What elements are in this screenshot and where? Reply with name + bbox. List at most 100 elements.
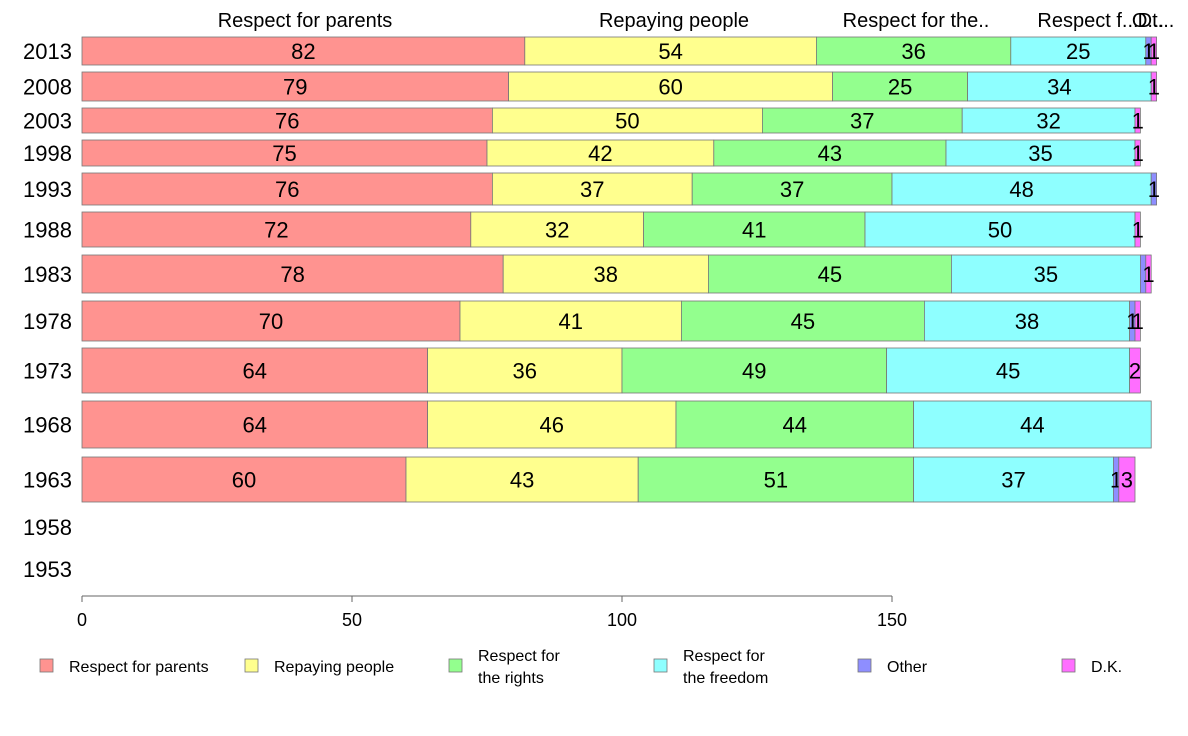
data-label: 42 — [588, 141, 612, 166]
bar-segment — [762, 107, 963, 134]
bar-segment — [643, 211, 866, 248]
data-label: 51 — [764, 468, 788, 493]
data-label: 76 — [275, 177, 299, 202]
bar-segment — [491, 172, 693, 206]
legend-label: Other — [887, 659, 928, 676]
data-label: 3 — [1121, 468, 1133, 493]
y-tick-label: 1993 — [23, 177, 72, 202]
bar-segment — [832, 71, 968, 102]
data-label: 64 — [243, 359, 267, 384]
column-label: Respect for the.. — [843, 10, 990, 32]
data-label: 82 — [291, 39, 315, 64]
y-tick-label: 2003 — [23, 109, 72, 134]
bar-segment — [1134, 107, 1141, 134]
bar-segment — [637, 456, 915, 503]
y-tick-label: 1968 — [23, 413, 72, 438]
bar-segment — [459, 300, 682, 342]
bar-segment — [886, 347, 1130, 394]
data-label: 41 — [558, 309, 582, 334]
bar-segment — [1145, 254, 1152, 294]
data-label: 44 — [783, 413, 807, 438]
legend-label: Respect for — [478, 648, 560, 665]
bar-segment — [1134, 300, 1141, 342]
bar-segment — [524, 36, 817, 66]
column-label: Respect for parents — [218, 10, 393, 32]
bar-segment — [405, 456, 639, 503]
data-label: 38 — [1015, 309, 1039, 334]
bar-segment — [675, 400, 915, 449]
bar-segment — [1134, 211, 1141, 248]
bar-segment — [961, 107, 1136, 134]
data-label: 34 — [1047, 75, 1071, 100]
legend-swatch — [448, 658, 463, 673]
data-label: 60 — [232, 468, 256, 493]
bar-segment — [1134, 139, 1141, 167]
data-label: 78 — [280, 262, 304, 287]
data-label: 25 — [1066, 39, 1090, 64]
legend-label: Repaying people — [274, 659, 394, 676]
data-label: 45 — [791, 309, 815, 334]
legend-swatch — [1061, 658, 1076, 673]
bar-segment — [81, 400, 429, 449]
data-label: 35 — [1034, 262, 1058, 287]
x-tick-label: 150 — [877, 610, 907, 630]
bar-segment — [486, 139, 715, 167]
bar-segment — [891, 172, 1152, 206]
y-tick-label: 1973 — [23, 359, 72, 384]
bar-segment — [967, 71, 1152, 102]
x-tick-label: 0 — [77, 610, 87, 630]
y-tick-label: 1953 — [23, 557, 72, 582]
data-label: 50 — [988, 218, 1012, 243]
bar-segment — [1129, 347, 1141, 394]
bar-segment — [427, 347, 623, 394]
data-label: 32 — [545, 218, 569, 243]
y-tick-label: 1998 — [23, 141, 72, 166]
data-label: 37 — [780, 177, 804, 202]
data-label: 49 — [742, 359, 766, 384]
y-tick-label: 1983 — [23, 262, 72, 287]
y-tick-label: 2013 — [23, 39, 72, 64]
legend-label: Respect for — [683, 648, 765, 665]
bar-segment — [1150, 172, 1157, 206]
legend-label: the rights — [478, 670, 544, 687]
data-label: 2 — [1129, 359, 1141, 384]
legend-swatch — [39, 658, 54, 673]
bar-segment — [491, 107, 763, 134]
bar-segment — [708, 254, 952, 294]
column-label: Respect f... — [1037, 10, 1138, 32]
data-label: 45 — [818, 262, 842, 287]
data-label: 1 — [1148, 39, 1160, 64]
data-label: 54 — [658, 39, 682, 64]
data-label: 25 — [888, 75, 912, 100]
bar-segment — [81, 139, 488, 167]
bar-segment — [427, 400, 677, 449]
bar-segment — [951, 254, 1141, 294]
bar-segment — [945, 139, 1136, 167]
data-label: 1 — [1148, 177, 1160, 202]
data-label: 1 — [1132, 109, 1144, 134]
legend-swatch — [244, 658, 259, 673]
data-label: 43 — [818, 141, 842, 166]
bar-segment — [508, 71, 834, 102]
data-label: 50 — [615, 109, 639, 134]
y-tick-label: 1988 — [23, 218, 72, 243]
legend-swatch — [857, 658, 872, 673]
data-label: 1 — [1132, 309, 1144, 334]
bar-segment — [81, 211, 472, 248]
data-label: 44 — [1020, 413, 1044, 438]
data-label: 36 — [901, 39, 925, 64]
column-label: Repaying people — [599, 10, 749, 32]
data-label: 75 — [272, 141, 296, 166]
x-tick-label: 100 — [607, 610, 637, 630]
bar-segment — [81, 300, 461, 342]
data-label: 64 — [243, 413, 267, 438]
column-label: O... — [1132, 10, 1164, 32]
data-label: 1 — [1132, 218, 1144, 243]
data-label: 1 — [1132, 141, 1144, 166]
bar-segment — [1118, 456, 1136, 503]
x-tick-label: 50 — [342, 610, 362, 630]
bar-segment — [470, 211, 644, 248]
data-label: 37 — [580, 177, 604, 202]
bar-segment — [81, 456, 407, 503]
